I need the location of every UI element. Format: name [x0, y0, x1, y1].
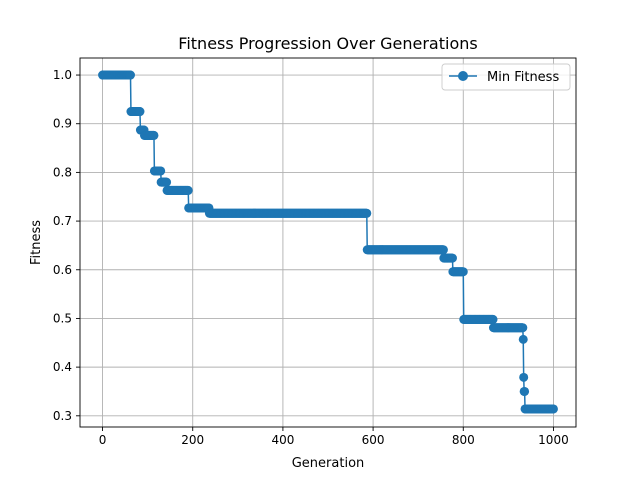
x-tick-label: 0: [99, 433, 107, 447]
data-point: [548, 404, 558, 414]
data-point: [520, 386, 530, 396]
x-tick-label: 400: [271, 433, 294, 447]
data-point: [183, 185, 193, 195]
legend-box: [441, 63, 571, 91]
plot-area-frame: [79, 57, 577, 428]
grid: [80, 58, 576, 427]
data-point: [438, 245, 448, 255]
x-axis-label: Generation: [292, 456, 365, 471]
data-point: [135, 107, 145, 117]
x-tick-label: 600: [362, 433, 385, 447]
y-tick-label: 0.5: [53, 311, 72, 325]
chart-title: Fitness Progression Over Generations: [178, 34, 477, 53]
y-tick-label: 0.9: [53, 117, 72, 131]
data-point: [126, 70, 135, 80]
legend-marker-sample: [458, 71, 468, 81]
y-tick-label: 0.8: [53, 165, 72, 179]
series-layer: [98, 70, 558, 414]
data-point: [488, 314, 498, 324]
data-point: [518, 323, 528, 333]
y-tick-label: 1.0: [53, 68, 72, 82]
data-point: [519, 372, 529, 382]
y-tick-label: 0.6: [53, 263, 72, 277]
legend: Min Fitness: [441, 63, 571, 91]
y-axis-label: Fitness: [29, 220, 44, 265]
x-tick-label: 1000: [538, 433, 569, 447]
legend-label: Min Fitness: [487, 70, 559, 85]
ticks: 0 200 400 600 800 1000 0.3 0.4 0.5 0.6 0.7 0.8 0.9 1.…: [53, 68, 569, 447]
series-markers-min-fitness: [98, 70, 558, 414]
data-point: [518, 334, 528, 344]
x-tick-label: 800: [452, 433, 475, 447]
data-point: [149, 130, 159, 140]
data-point: [156, 166, 166, 176]
data-point: [362, 208, 372, 218]
x-tick-label: 200: [181, 433, 204, 447]
y-tick-label: 0.4: [53, 360, 72, 374]
y-tick-label: 0.7: [53, 214, 72, 228]
y-tick-label: 0.3: [53, 409, 72, 423]
data-point: [447, 253, 457, 263]
data-point: [162, 177, 172, 187]
data-point: [458, 267, 468, 277]
